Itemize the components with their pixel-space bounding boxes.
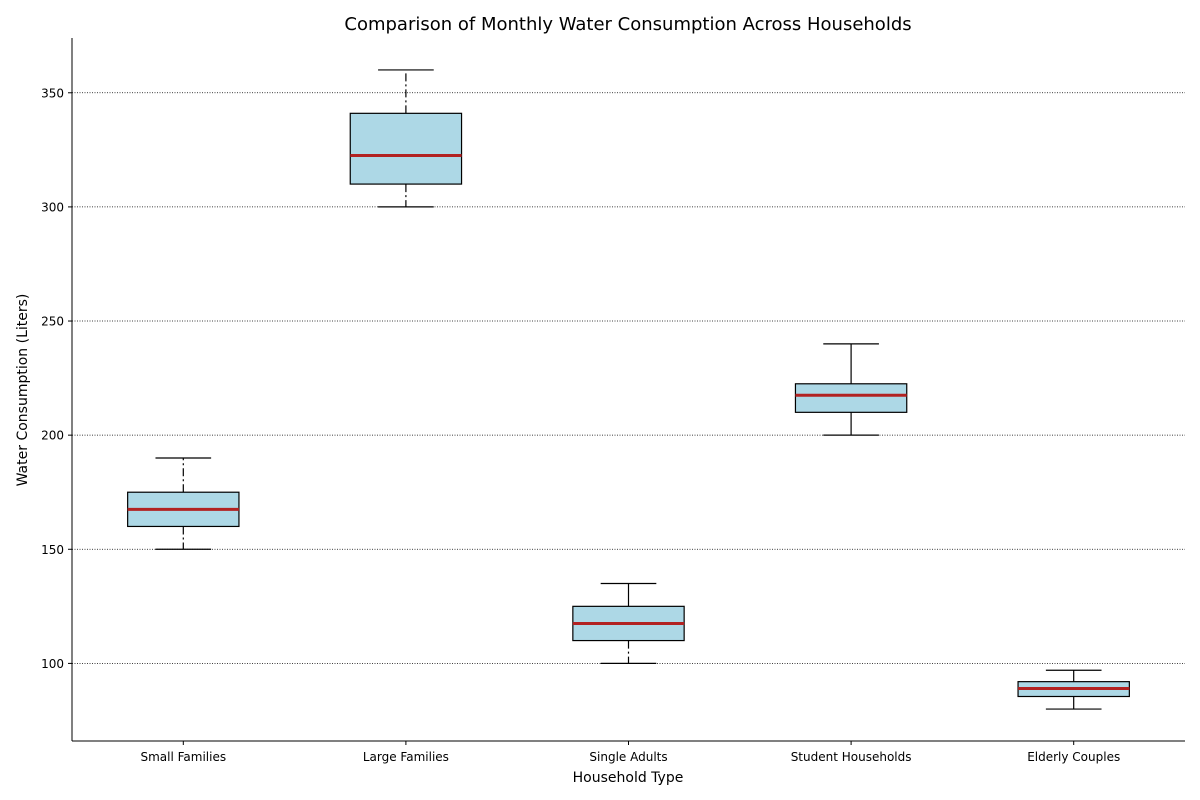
box-group	[127, 457, 240, 550]
x-tick-label: Large Families	[363, 750, 449, 764]
y-tick-label: 200	[41, 429, 64, 443]
x-tick-label: Small Families	[140, 750, 226, 764]
x-ticks: Small Families Large Families Single Adult…	[140, 741, 1120, 764]
box-group	[1017, 669, 1130, 710]
x-axis-label: Household Type	[573, 770, 684, 786]
y-tick-label: 150	[41, 543, 64, 557]
y-ticks: 100 150 200 250 300 350	[41, 86, 72, 671]
box-group	[349, 69, 463, 208]
x-tick-label: Elderly Couples	[1027, 750, 1120, 764]
box-iqr	[349, 112, 463, 185]
box-group	[794, 343, 908, 436]
chart-title: Comparison of Monthly Water Consumption …	[344, 14, 911, 35]
y-tick-label: 350	[41, 86, 64, 100]
box-iqr	[794, 383, 908, 413]
y-tick-label: 300	[41, 200, 64, 214]
y-tick-label: 100	[41, 657, 64, 671]
x-tick-label: Student Households	[791, 750, 912, 764]
boxes	[127, 69, 1130, 710]
y-gridlines	[72, 92, 1185, 664]
x-tick-label: Single Adults	[589, 750, 667, 764]
y-axis-label: Water Consumption (Liters)	[15, 294, 31, 487]
y-tick-label: 250	[41, 315, 64, 329]
box-group	[572, 582, 685, 664]
